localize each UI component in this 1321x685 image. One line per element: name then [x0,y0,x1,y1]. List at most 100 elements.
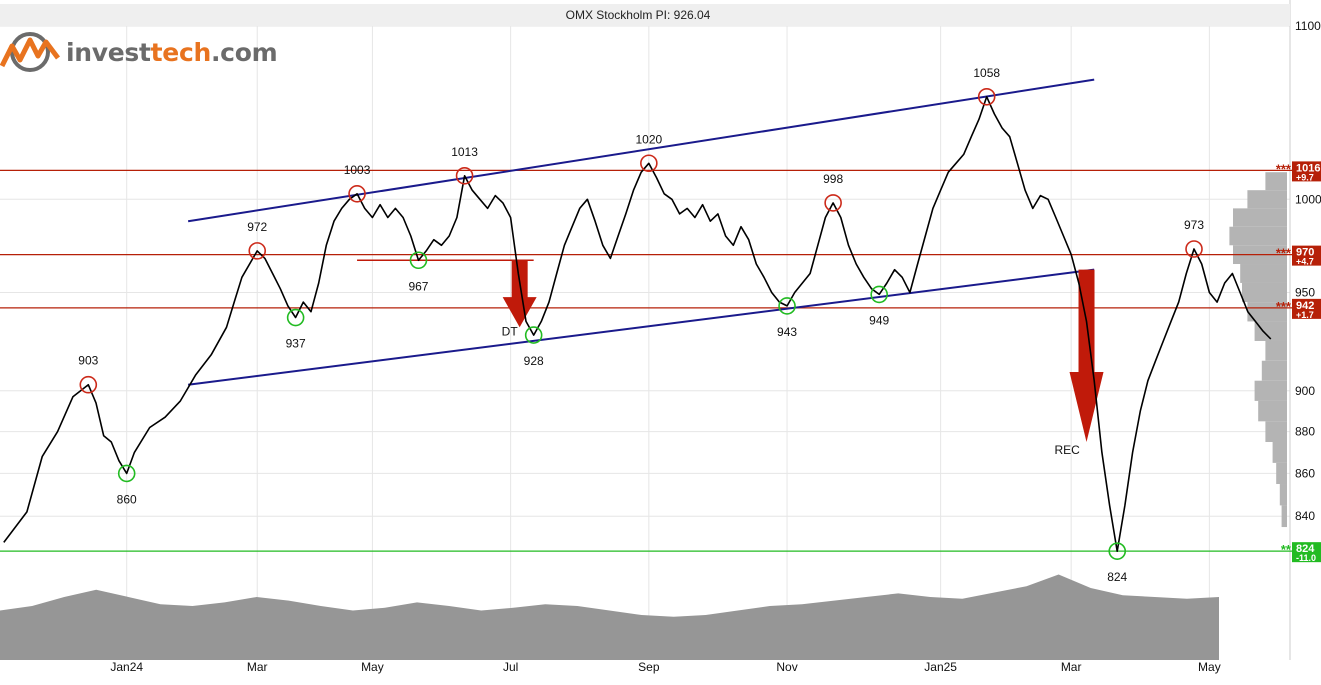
volume-area [0,574,1219,660]
support-resistance-levels: *** 1016+9.7 *** 970+4.7 *** 942+1.7 ** 824-11.… [0,161,1321,563]
level-percent: +9.7 [1296,172,1314,182]
level-badge [1292,161,1321,182]
volume-profile-bar [1247,190,1287,209]
level-badge [1292,298,1321,319]
sell-signal-arrow-icon [1069,269,1104,442]
level-badge [1292,542,1321,563]
sell-signal-arrow-icon [502,260,537,328]
y-tick-label: 1000 [1295,192,1321,206]
top-marker-icon [348,185,366,203]
top-bottom-markers: 903 972 1003 1013 1020 998 1058 973 860 937 967 928… [78,66,1204,584]
y-tick-label: 860 [1295,466,1315,480]
top-marker-icon [455,166,474,185]
level-stars: *** [1276,161,1292,176]
bottom-label: 943 [777,325,797,339]
volume-profile-bar [1261,360,1287,381]
axes: 840 860 880 900 950 1000 1100 Jan24 Mar May Jul Sep… [110,19,1321,674]
volume-profile-bar [1276,462,1287,485]
bottom-label: 949 [869,313,889,327]
level-stars: *** [1276,299,1292,314]
y-tick-label: 950 [1295,285,1315,299]
volume-profile-bar [1233,208,1287,227]
bottom-marker-icon [117,464,136,483]
volume-profile-bar [1254,380,1287,401]
volume-profile-bar [1279,484,1287,506]
top-marker-icon [248,242,267,260]
x-tick-label: Jan25 [924,660,957,674]
top-label: 972 [247,220,267,234]
x-tick-label: Mar [247,660,268,674]
x-tick-label: Mar [1061,660,1082,674]
logo-text-invest: invest [66,37,151,67]
volume-profile-bar [1265,421,1287,442]
top-label: 973 [1184,218,1204,232]
bottom-label: 824 [1107,570,1127,584]
title-bar: OMX Stockholm PI: 926.04 [0,4,1290,26]
trend-line-upper [187,78,1095,223]
volume-profile-bar [1265,172,1287,191]
volume-profile-bar [1281,505,1287,528]
level-value: 970 [1296,247,1314,259]
bottom-marker-icon [778,297,796,315]
volume-area-shape [0,574,1219,660]
level-value: 942 [1296,300,1314,312]
bottom-marker-icon [1108,542,1127,560]
price-line [3,96,1272,553]
volume-profile-bar [1265,340,1287,361]
top-marker-icon [977,87,996,106]
bottom-label: 928 [524,354,544,368]
level-stars: *** [1276,246,1292,261]
top-label: 1003 [344,163,371,177]
trend-channel [187,78,1095,386]
gridlines [0,0,1291,660]
y-tick-label: 880 [1295,425,1315,439]
y-tick-label: 840 [1295,509,1315,523]
level-percent: -11.0 [1296,553,1316,563]
top-label: 1020 [635,132,662,146]
volume-profile-bar [1254,321,1287,341]
signal-label: DT [502,324,519,338]
bottom-label: 967 [408,279,428,293]
bottom-marker-icon [286,308,305,327]
x-tick-label: Jul [503,660,518,674]
top-marker-icon [79,375,98,394]
trend-line-lower [187,268,1095,386]
signal-label: REC [1055,443,1081,457]
top-label: 998 [823,172,843,186]
investtech-logo: investtech.com [0,28,278,76]
logo-text-tech: tech [150,37,212,67]
level-value: 824 [1296,543,1315,555]
price-series [3,96,1272,553]
signal-arrows: DT REC [357,259,1104,457]
volume-profile-bar [1240,264,1287,283]
level-value: 1016 [1296,162,1320,174]
top-label: 903 [78,354,98,368]
x-tick-label: May [1198,660,1221,674]
volume-profile-bar [1242,282,1287,303]
x-tick-label: Nov [776,660,797,674]
x-tick-label: Sep [638,660,660,674]
volume-profile-bar [1229,226,1287,246]
level-badge [1292,245,1321,266]
logo-text-domain: .com [210,37,278,67]
top-marker-icon [1185,240,1203,258]
bottom-marker-icon [409,251,428,270]
bottom-marker-icon [870,285,888,304]
bottom-marker-icon [524,326,543,344]
volume-profile-bar [1272,441,1287,463]
y-tick-label: 900 [1295,384,1315,398]
bottom-label: 937 [286,337,306,351]
top-label: 1013 [451,145,478,159]
volume-profile-bar [1258,400,1287,422]
bottom-label: 860 [117,492,137,506]
level-percent: +4.7 [1296,257,1314,267]
top-marker-icon [824,194,842,212]
top-marker-icon [640,154,658,173]
y-tick-label: 1100 [1295,19,1321,33]
level-stars: ** [1281,542,1292,557]
volume-profile-bar [1247,302,1287,322]
chart-title: OMX Stockholm PI: 926.04 [566,8,711,22]
x-tick-label: Jan24 [110,660,143,674]
